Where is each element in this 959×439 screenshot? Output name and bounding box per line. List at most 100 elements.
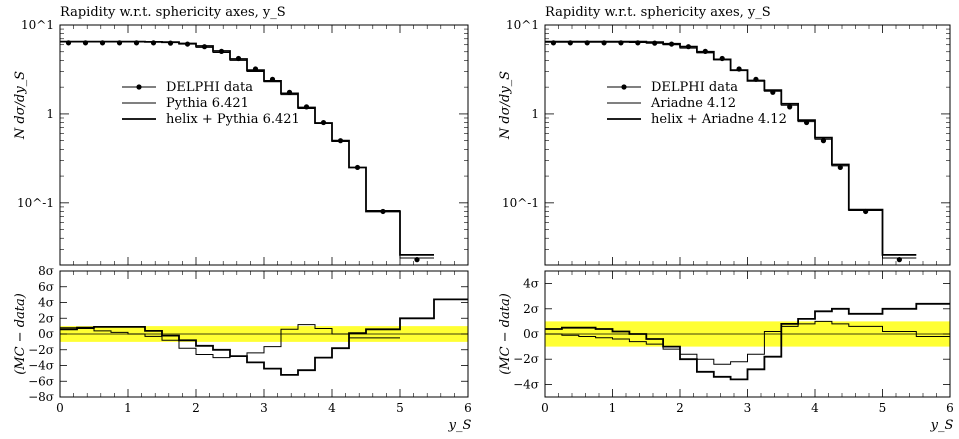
data-point bbox=[863, 208, 869, 215]
x-tick-label: 3 bbox=[744, 401, 752, 415]
upper-y-axis-label: N dσ/dy_S bbox=[498, 71, 513, 140]
legend-label: DELPHI data bbox=[651, 80, 738, 95]
x-axis-label: y_S bbox=[448, 418, 472, 433]
data-point bbox=[652, 40, 658, 46]
x-tick-label: 0 bbox=[541, 401, 549, 415]
y-tick-label: 1 bbox=[46, 107, 54, 121]
y-tick-label: 10^1 bbox=[506, 18, 539, 32]
y-tick-label: 2σ bbox=[523, 302, 539, 316]
ratio-line-1 bbox=[60, 298, 468, 376]
chart-panel-1: Rapidity w.r.t. sphericity axes, y_S 0 1 2 3… bbox=[498, 5, 954, 433]
y-tick-label: 4σ bbox=[523, 277, 539, 291]
y-tick-label: 1 bbox=[531, 107, 539, 121]
x-tick-label: 1 bbox=[609, 401, 617, 415]
x-tick-label: 0 bbox=[56, 401, 64, 415]
series-line-0 bbox=[60, 41, 434, 259]
ratio-line-1 bbox=[545, 302, 950, 381]
x-tick-label: 1 bbox=[124, 401, 132, 415]
x-tick-label: 4 bbox=[328, 401, 336, 415]
data-point bbox=[82, 40, 89, 46]
series-line-1 bbox=[60, 40, 434, 256]
ratio-line-0 bbox=[545, 320, 950, 365]
data-point bbox=[184, 41, 191, 47]
lower-y-axis-label: (MC − data) bbox=[13, 293, 28, 375]
data-point bbox=[736, 66, 742, 72]
chart-title: Rapidity w.r.t. sphericity axes, y_S bbox=[60, 5, 286, 20]
data-point bbox=[770, 89, 776, 95]
data-point bbox=[584, 40, 590, 46]
data-point bbox=[753, 76, 759, 82]
x-tick-label: 5 bbox=[879, 401, 887, 415]
data-point bbox=[787, 104, 793, 110]
data-point bbox=[150, 40, 157, 46]
y-tick-label: 0σ bbox=[38, 327, 54, 341]
data-point bbox=[618, 40, 624, 46]
data-point bbox=[116, 40, 123, 46]
data-point bbox=[354, 164, 361, 171]
chart-title: Rapidity w.r.t. sphericity axes, y_S bbox=[545, 5, 771, 20]
chart-panel-0: Rapidity w.r.t. sphericity axes, y_S 0 1 2 3… bbox=[13, 5, 472, 433]
legend-label: helix + Ariadne 4.12 bbox=[651, 112, 787, 127]
upper-frame bbox=[544, 24, 951, 266]
x-tick-label: 2 bbox=[676, 401, 684, 415]
lower-y-axis-label: (MC − data) bbox=[498, 293, 513, 375]
legend-swatch bbox=[621, 84, 627, 90]
data-point bbox=[567, 40, 573, 46]
x-tick-label: 6 bbox=[946, 401, 954, 415]
data-point bbox=[269, 76, 276, 82]
data-point bbox=[414, 257, 420, 263]
data-point bbox=[286, 89, 293, 95]
data-point bbox=[380, 208, 386, 215]
data-point bbox=[235, 55, 242, 62]
data-point bbox=[702, 48, 708, 54]
data-point bbox=[896, 257, 902, 263]
data-point bbox=[320, 119, 327, 126]
data-point bbox=[820, 138, 827, 144]
data-point bbox=[635, 40, 641, 46]
series-line-0 bbox=[545, 41, 917, 259]
y-tick-label: 10^-1 bbox=[17, 196, 54, 210]
y-tick-label: −6σ bbox=[28, 374, 54, 388]
data-point bbox=[133, 40, 140, 46]
data-point bbox=[303, 104, 310, 110]
legend-swatch bbox=[136, 84, 142, 90]
x-axis-label: y_S bbox=[930, 418, 954, 433]
y-tick-label: 6σ bbox=[38, 280, 54, 294]
x-tick-label: 4 bbox=[811, 401, 819, 415]
upper-frame bbox=[59, 24, 469, 266]
series-line-1 bbox=[545, 40, 917, 256]
y-tick-label: 10^1 bbox=[21, 18, 54, 32]
x-tick-label: 2 bbox=[192, 401, 200, 415]
y-tick-label: −4σ bbox=[28, 359, 54, 373]
y-tick-label: −2σ bbox=[513, 352, 539, 366]
legend-label: DELPHI data bbox=[166, 80, 253, 95]
y-tick-label: −4σ bbox=[513, 377, 539, 391]
y-tick-label: 10^-1 bbox=[502, 196, 539, 210]
legend-label: Ariadne 4.12 bbox=[650, 96, 736, 111]
x-tick-label: 3 bbox=[260, 401, 268, 415]
legend-label: helix + Pythia 6.421 bbox=[166, 112, 300, 127]
data-point bbox=[685, 44, 692, 50]
data-point bbox=[65, 40, 72, 46]
data-point bbox=[803, 119, 810, 126]
data-point bbox=[837, 164, 843, 171]
ratio-line-0 bbox=[60, 324, 400, 359]
x-tick-label: 5 bbox=[396, 401, 404, 415]
data-point bbox=[601, 40, 607, 46]
y-tick-label: 8σ bbox=[38, 264, 54, 278]
y-tick-label: −2σ bbox=[28, 343, 54, 357]
data-point bbox=[550, 40, 557, 46]
y-tick-label: −8σ bbox=[28, 390, 54, 404]
y-tick-label: 2σ bbox=[38, 311, 54, 325]
data-point bbox=[218, 48, 225, 54]
y-tick-label: 0σ bbox=[523, 327, 539, 341]
data-point bbox=[337, 138, 344, 144]
data-point bbox=[201, 44, 208, 50]
legend-label: Pythia 6.421 bbox=[166, 96, 249, 111]
data-point bbox=[252, 66, 259, 72]
upper-y-axis-label: N dσ/dy_S bbox=[13, 71, 28, 140]
data-point bbox=[99, 40, 106, 46]
data-point bbox=[719, 55, 725, 62]
x-tick-label: 6 bbox=[464, 401, 472, 415]
